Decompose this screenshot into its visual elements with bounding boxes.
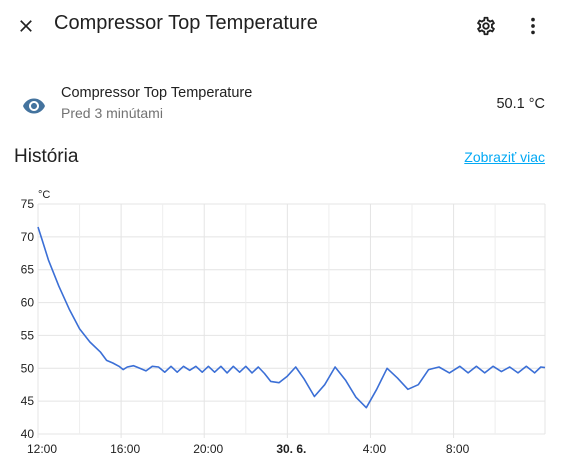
entity-state-value: 50.1 °C xyxy=(496,96,545,112)
close-button[interactable] xyxy=(12,12,40,40)
history-chart[interactable]: 40 45 50 55 60 65 70 75 12:00 16:00 20:00 30. 6. 4:… xyxy=(0,186,562,466)
x-tick-label: 30. 6. xyxy=(276,442,306,456)
entity-row: Compressor Top Temperature Pred 3 minúta… xyxy=(0,80,562,130)
y-tick-label: 60 xyxy=(21,296,35,310)
last-changed-text: Pred 3 minútami xyxy=(61,105,163,121)
y-tick-label: 65 xyxy=(21,263,35,277)
dots-vertical-icon xyxy=(531,17,535,35)
y-axis-unit-label: °C xyxy=(38,189,50,201)
y-axis-ticks: 40 45 50 55 60 65 70 75 xyxy=(21,197,35,441)
close-icon xyxy=(20,20,32,32)
eye-icon xyxy=(22,94,46,118)
show-more-link[interactable]: Zobraziť viac xyxy=(464,149,545,165)
y-tick-label: 50 xyxy=(21,361,35,375)
dialog-title: Compressor Top Temperature xyxy=(54,12,318,34)
x-tick-label: 20:00 xyxy=(193,442,223,456)
y-tick-label: 70 xyxy=(21,230,35,244)
y-tick-label: 40 xyxy=(21,427,35,441)
y-tick-label: 55 xyxy=(21,328,35,342)
x-tick-label: 16:00 xyxy=(110,442,140,456)
x-tick-label: 12:00 xyxy=(27,442,57,456)
x-axis-ticks: 12:00 16:00 20:00 30. 6. 4:00 8:00 xyxy=(27,442,470,456)
x-tick-label: 8:00 xyxy=(446,442,470,456)
more-options-button[interactable] xyxy=(519,12,547,40)
chart-grid xyxy=(37,203,546,438)
temperature-series-line xyxy=(37,226,546,409)
x-tick-label: 4:00 xyxy=(363,442,387,456)
y-tick-label: 75 xyxy=(21,197,35,211)
history-heading: História xyxy=(14,146,79,167)
dialog-header: Compressor Top Temperature xyxy=(0,0,562,52)
settings-button[interactable] xyxy=(472,12,500,40)
y-tick-label: 45 xyxy=(21,394,35,408)
entity-name: Compressor Top Temperature xyxy=(61,85,253,101)
gear-icon xyxy=(477,16,495,36)
